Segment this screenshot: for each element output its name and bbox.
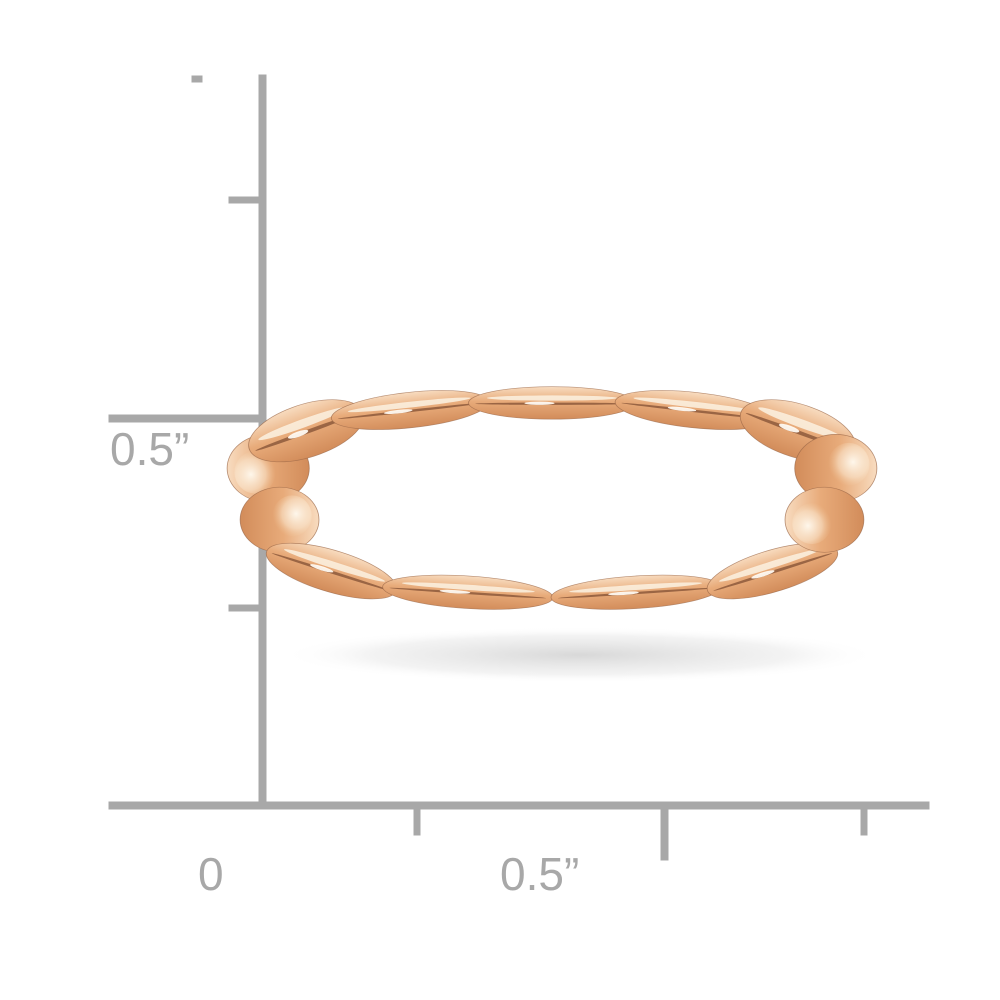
svg-text:0.5”: 0.5” [500, 848, 579, 900]
svg-text:0.5”: 0.5” [110, 423, 189, 475]
svg-text:0: 0 [198, 848, 224, 900]
